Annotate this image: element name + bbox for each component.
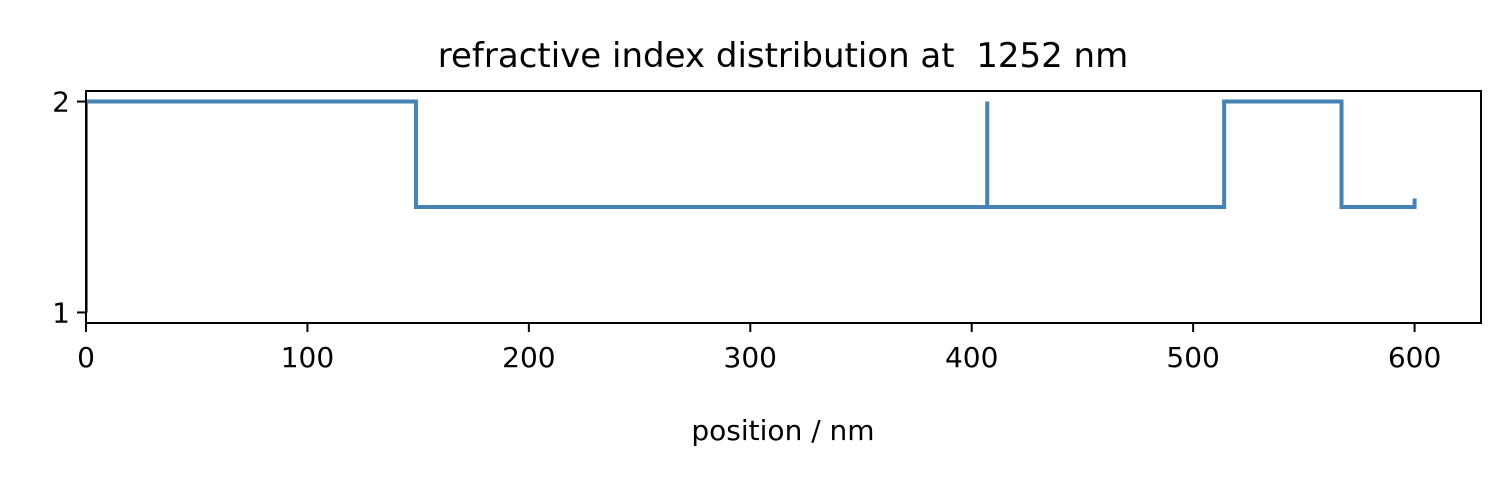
plot-frame bbox=[85, 90, 1482, 324]
x-tick-label: 100 bbox=[281, 341, 334, 374]
x-tick-label: 400 bbox=[945, 341, 998, 374]
x-tick-label: 500 bbox=[1166, 341, 1219, 374]
x-axis-label: position / nm bbox=[691, 414, 874, 447]
plot-area bbox=[86, 99, 1417, 313]
axes: 0 100 200 300 400 500 600 1 2 bbox=[52, 86, 1482, 374]
y-tick-label: 1 bbox=[52, 296, 70, 329]
chart-title: refractive index distribution at 1252 nm bbox=[438, 36, 1128, 76]
x-tick-label: 0 bbox=[77, 341, 95, 374]
x-tick-label: 600 bbox=[1388, 341, 1441, 374]
x-tick-label: 300 bbox=[724, 341, 777, 374]
series-line-0 bbox=[86, 99, 1417, 313]
y-tick-label: 2 bbox=[52, 86, 70, 119]
x-tick-label: 200 bbox=[502, 341, 555, 374]
